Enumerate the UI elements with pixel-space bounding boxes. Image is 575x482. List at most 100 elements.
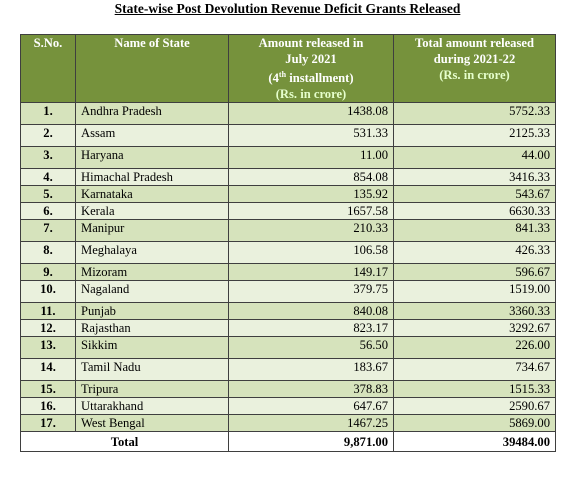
cell-state: Sikkim — [75, 336, 229, 360]
cell-total-amount: 3416.33 — [393, 168, 556, 187]
cell-july-amount: 135.92 — [228, 185, 394, 204]
grants-table: S.No. Name of State Amount released in J… — [20, 33, 556, 453]
cell-state: Meghalaya — [75, 241, 229, 265]
cell-sno: 9. — [20, 263, 76, 282]
cell-july-amount: 56.50 — [228, 336, 394, 360]
table-row: 12. Rajasthan 823.17 3292.67 — [20, 319, 556, 338]
cell-state: Nagaland — [75, 280, 229, 304]
cell-state: Kerala — [75, 202, 229, 221]
table-row: 15. Tripura 378.83 1515.33 — [20, 380, 556, 399]
cell-july-amount: 1657.58 — [228, 202, 394, 221]
cell-state: Uttarakhand — [75, 397, 229, 416]
table-row: 1. Andhra Pradesh 1438.08 5752.33 — [20, 102, 556, 126]
cell-july-amount: 531.33 — [228, 124, 394, 148]
cell-state: Punjab — [75, 302, 229, 321]
cell-sno: 8. — [20, 241, 76, 265]
header-total-line1: Total amount released — [415, 36, 534, 50]
table-row: 11. Punjab 840.08 3360.33 — [20, 302, 556, 321]
table-row: 10. Nagaland 379.75 1519.00 — [20, 280, 556, 304]
cell-july-amount: 854.08 — [228, 168, 394, 187]
cell-state: Andhra Pradesh — [75, 102, 229, 126]
cell-state: Assam — [75, 124, 229, 148]
cell-sno: 5. — [20, 185, 76, 204]
total-total-amount: 39484.00 — [393, 431, 556, 453]
header-july-line3b: installment) — [286, 71, 354, 86]
header-sno: S.No. — [20, 33, 76, 104]
header-july-line3: (4th installment) — [234, 67, 388, 86]
total-row: Total 9,871.00 39484.00 — [20, 431, 556, 453]
cell-total-amount: 2590.67 — [393, 397, 556, 416]
cell-sno: 13. — [20, 336, 76, 360]
cell-sno: 11. — [20, 302, 76, 321]
cell-sno: 14. — [20, 358, 76, 382]
header-total-unit: (Rs. in crore) — [439, 68, 510, 82]
cell-sno: 2. — [20, 124, 76, 148]
cell-total-amount: 6630.33 — [393, 202, 556, 221]
cell-sno: 1. — [20, 102, 76, 126]
cell-total-amount: 426.33 — [393, 241, 556, 265]
header-july-line3-sup: th — [278, 70, 287, 79]
cell-total-amount: 841.33 — [393, 219, 556, 243]
cell-sno: 6. — [20, 202, 76, 221]
cell-july-amount: 210.33 — [228, 219, 394, 243]
cell-sno: 7. — [20, 219, 76, 243]
header-july-line3a: (4 — [268, 71, 279, 86]
cell-total-amount: 3360.33 — [393, 302, 556, 321]
cell-total-amount: 226.00 — [393, 336, 556, 360]
header-total-amount: Total amount released during 2021-22 (Rs… — [393, 33, 556, 104]
table-row: 13. Sikkim 56.50 226.00 — [20, 336, 556, 360]
header-july-line1: Amount released in — [258, 36, 364, 50]
table-row: 6. Kerala 1657.58 6630.33 — [20, 202, 556, 221]
cell-sno: 16. — [20, 397, 76, 416]
table-row: 16. Uttarakhand 647.67 2590.67 — [20, 397, 556, 416]
cell-july-amount: 378.83 — [228, 380, 394, 399]
table-row: 17. West Bengal 1467.25 5869.00 — [20, 414, 556, 433]
cell-total-amount: 2125.33 — [393, 124, 556, 148]
cell-sno: 12. — [20, 319, 76, 338]
header-july-line2: July 2021 — [285, 52, 337, 66]
cell-total-amount: 1519.00 — [393, 280, 556, 304]
cell-sno: 4. — [20, 168, 76, 187]
cell-total-amount: 5752.33 — [393, 102, 556, 126]
cell-total-amount: 5869.00 — [393, 414, 556, 433]
cell-sno: 17. — [20, 414, 76, 433]
cell-state: West Bengal — [75, 414, 229, 433]
total-july-amount: 9,871.00 — [228, 431, 394, 453]
cell-state: Tamil Nadu — [75, 358, 229, 382]
cell-state: Haryana — [75, 146, 229, 170]
cell-july-amount: 840.08 — [228, 302, 394, 321]
cell-total-amount: 734.67 — [393, 358, 556, 382]
cell-sno: 15. — [20, 380, 76, 399]
cell-state: Manipur — [75, 219, 229, 243]
cell-sno: 10. — [20, 280, 76, 304]
table-row: 4. Himachal Pradesh 854.08 3416.33 — [20, 168, 556, 187]
header-row: S.No. Name of State Amount released in J… — [20, 33, 556, 104]
table-row: 9. Mizoram 149.17 596.67 — [20, 263, 556, 282]
cell-total-amount: 44.00 — [393, 146, 556, 170]
cell-state: Himachal Pradesh — [75, 168, 229, 187]
table-row: 3. Haryana 11.00 44.00 — [20, 146, 556, 170]
cell-total-amount: 1515.33 — [393, 380, 556, 399]
header-july-unit: (Rs. in crore) — [275, 87, 347, 102]
header-state: Name of State — [75, 33, 229, 104]
cell-july-amount: 1467.25 — [228, 414, 394, 433]
cell-july-amount: 379.75 — [228, 280, 394, 304]
cell-state: Rajasthan — [75, 319, 229, 338]
cell-state: Tripura — [75, 380, 229, 399]
cell-july-amount: 11.00 — [228, 146, 394, 170]
cell-july-amount: 149.17 — [228, 263, 394, 282]
table-row: 2. Assam 531.33 2125.33 — [20, 124, 556, 148]
cell-state: Karnataka — [75, 185, 229, 204]
table-row: 5. Karnataka 135.92 543.67 — [20, 185, 556, 204]
cell-july-amount: 823.17 — [228, 319, 394, 338]
cell-state: Mizoram — [75, 263, 229, 282]
document-title: State-wise Post Devolution Revenue Defic… — [114, 1, 461, 16]
header-total-line2: during 2021-22 — [433, 52, 516, 66]
header-july-amount: Amount released in July 2021 (4th instal… — [228, 33, 394, 104]
cell-total-amount: 543.67 — [393, 185, 556, 204]
cell-total-amount: 3292.67 — [393, 319, 556, 338]
cell-july-amount: 647.67 — [228, 397, 394, 416]
header-sno-label: S.No. — [33, 36, 63, 50]
table-body: 1. Andhra Pradesh 1438.08 5752.33 2. Assam 531… — [20, 102, 556, 453]
table-row: 8. Meghalaya 106.58 426.33 — [20, 241, 556, 265]
